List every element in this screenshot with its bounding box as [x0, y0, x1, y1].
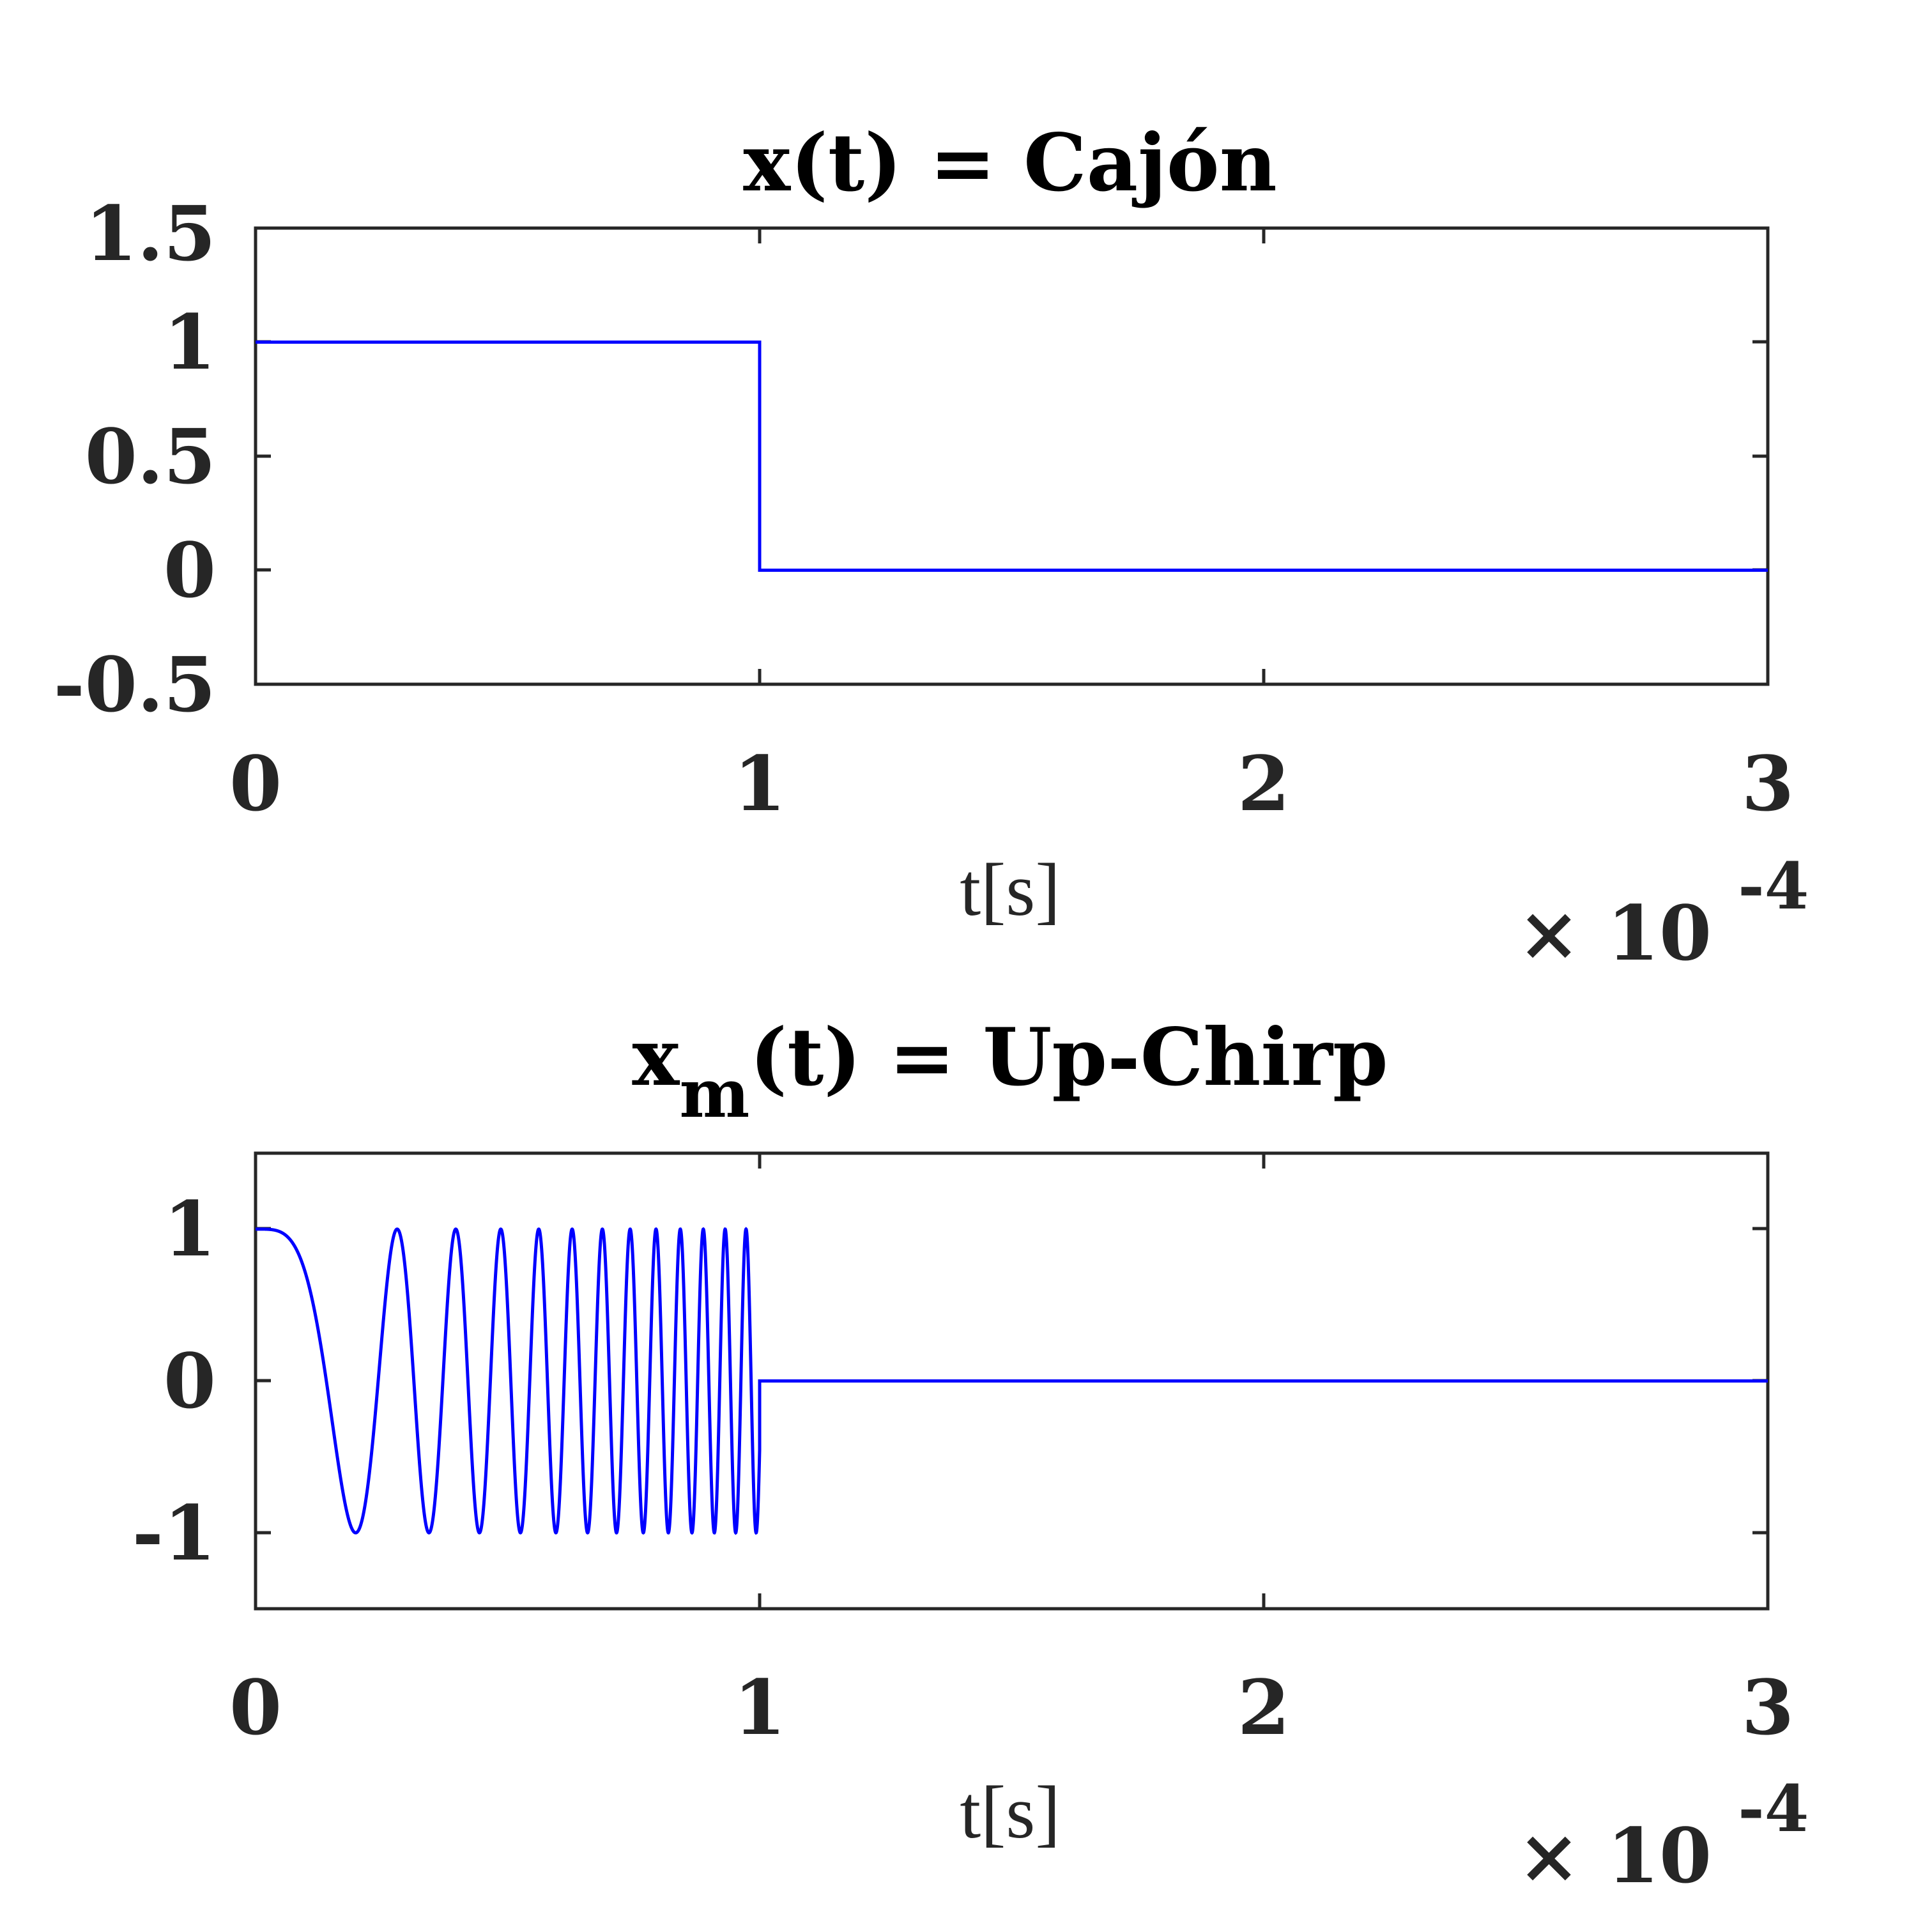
top-chart: x(t) = Cajón 1.5 1 0.5 0 -0.5 0 1 2 3 t[…: [54, 117, 1809, 977]
bottom-xtick-label-1: 1: [733, 1663, 786, 1752]
top-ytick-label-1: 1: [164, 298, 216, 387]
bottom-title-subscript: m: [679, 1054, 749, 1133]
top-chart-title: x(t) = Cajón: [743, 117, 1277, 210]
top-series-line: [256, 341, 1768, 572]
bottom-x-axis-label: t[s]: [960, 1770, 1060, 1854]
bottom-ytick-label--1: -1: [132, 1489, 216, 1577]
top-xtick-label-2: 2: [1238, 739, 1290, 828]
bottom-x-multiplier-exponent: -4: [1738, 1771, 1809, 1846]
top-xtick-label-3: 3: [1742, 739, 1794, 828]
bottom-xtick-label-0: 0: [229, 1663, 282, 1752]
bottom-ytick-label-1: 1: [164, 1184, 216, 1273]
top-x-axis-label: t[s]: [960, 848, 1060, 931]
bottom-xtick-label-2: 2: [1238, 1663, 1290, 1752]
bottom-ytick-label-0: 0: [164, 1337, 216, 1425]
bottom-xtick-label-3: 3: [1742, 1663, 1794, 1752]
bottom-title-rest: (t) = Up-Chirp: [749, 1011, 1388, 1104]
top-xtick-label-1: 1: [733, 739, 786, 828]
top-xtick-label-0: 0: [229, 739, 282, 828]
bottom-x-multiplier-base: × 10: [1517, 1811, 1712, 1900]
top-x-multiplier-base: × 10: [1517, 889, 1712, 977]
bottom-series-line: [256, 1227, 1768, 1535]
top-ytick-label--0.5: -0.5: [54, 640, 216, 729]
top-plot-frame: [254, 226, 1770, 686]
top-x-multiplier-exponent: -4: [1738, 848, 1809, 924]
bottom-title-main: x: [632, 1011, 680, 1104]
top-ytick-label-1.5: 1.5: [85, 189, 216, 278]
bottom-x-multiplier: × 10 -4: [1517, 1771, 1809, 1900]
top-ytick-label-0.5: 0.5: [85, 412, 216, 501]
top-x-multiplier: × 10 -4: [1517, 848, 1809, 977]
bottom-chart-title: xm(t) = Up-Chirp: [632, 1011, 1388, 1133]
bottom-chart: xm(t) = Up-Chirp 1 0 -1 0 1 2 3 t[s] × 1…: [132, 1011, 1809, 1900]
top-ytick-label-0: 0: [164, 526, 216, 615]
